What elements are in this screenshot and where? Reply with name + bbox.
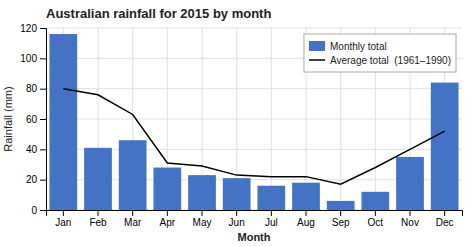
tick-label: Apr <box>160 217 176 228</box>
tick-mark <box>40 180 46 181</box>
bar <box>223 178 251 210</box>
tick-label: Mar <box>124 217 142 228</box>
tick-mark <box>375 210 376 216</box>
tick: 120 <box>20 23 46 34</box>
tick-label: 40 <box>26 144 38 155</box>
x-axis: Jan Feb Mar Apr May Jun Jul Aug Sep Oct Nov Dec <box>47 210 463 228</box>
grid-line <box>271 28 272 210</box>
tick-mark <box>236 210 237 216</box>
tick-label: Jul <box>265 217 278 228</box>
tick-mark <box>306 210 307 216</box>
grid-line <box>46 119 462 120</box>
tick-label: 60 <box>26 114 38 125</box>
tick-mark <box>202 210 203 216</box>
tick-mark <box>410 210 411 216</box>
legend-label: Average total (1961–1990) <box>330 55 451 66</box>
x-axis-label: Month <box>238 231 271 243</box>
axis-line <box>40 29 47 211</box>
tick-mark <box>98 210 99 216</box>
tick-mark <box>167 210 168 216</box>
tick-label: 0 <box>31 205 37 216</box>
tick: 40 <box>26 144 46 155</box>
tick-mark <box>271 210 272 216</box>
tick: 80 <box>26 83 46 94</box>
y-axis-label: Rainfall (mm) <box>2 86 14 151</box>
tick-label: May <box>193 217 212 228</box>
tick: Sep <box>332 210 350 228</box>
legend-swatch <box>309 59 325 61</box>
tick-mark <box>40 119 46 120</box>
tick-label: Oct <box>368 217 384 228</box>
tick-label: Nov <box>401 217 419 228</box>
tick-label: Sep <box>332 217 350 228</box>
legend-item: Monthly total <box>309 41 387 52</box>
bar <box>431 83 459 210</box>
tick: Oct <box>368 210 384 228</box>
tick-label: Jun <box>229 217 245 228</box>
bar <box>327 201 355 210</box>
tick: 60 <box>26 114 46 125</box>
bar <box>257 186 285 210</box>
tick: 20 <box>26 174 46 185</box>
tick-label: Aug <box>297 217 315 228</box>
legend: Monthly total Average total (1961–1990) <box>304 34 456 72</box>
tick: 100 <box>20 53 46 64</box>
tick-mark <box>63 210 64 216</box>
bar <box>292 183 320 210</box>
tick-label: Jan <box>55 217 71 228</box>
tick: May <box>193 210 212 228</box>
tick-mark <box>132 210 133 216</box>
legend-swatch <box>309 41 325 51</box>
tick: Mar <box>124 210 142 228</box>
axis-line <box>47 211 463 217</box>
bar <box>153 168 181 210</box>
tick-label: 120 <box>20 23 37 34</box>
legend-label: Monthly total <box>330 41 387 52</box>
tick-label: Feb <box>89 217 107 228</box>
grid-line <box>46 28 462 29</box>
tick: 0 <box>31 205 46 216</box>
legend-item: Average total (1961–1990) <box>309 55 451 66</box>
tick: Dec <box>436 210 454 228</box>
tick-mark <box>340 210 341 216</box>
legend-box <box>304 34 456 72</box>
tick-label: 80 <box>26 83 38 94</box>
tick-label: 20 <box>26 174 38 185</box>
tick-label: Dec <box>436 217 454 228</box>
tick-mark <box>40 210 46 211</box>
marks <box>49 34 458 210</box>
tick-mark <box>40 149 46 150</box>
tick-mark <box>40 89 46 90</box>
grid-line <box>46 88 462 89</box>
tick: Apr <box>160 210 176 228</box>
tick: Jan <box>55 210 71 228</box>
bar <box>119 140 147 210</box>
tick: Feb <box>89 210 107 228</box>
bar <box>396 157 424 210</box>
bar <box>84 148 112 210</box>
tick-mark <box>40 58 46 59</box>
title: Australian rainfall for 2015 by month <box>46 6 271 21</box>
tick-label: 100 <box>20 53 37 64</box>
tick: Nov <box>401 210 419 228</box>
grid <box>46 28 462 210</box>
tick-mark <box>40 28 46 29</box>
tick-mark <box>444 210 445 216</box>
bar <box>361 192 389 210</box>
plot: 0 20 40 60 80 100 120 Jan Feb Mar Apr May Jun Jul Aug S… <box>20 23 462 228</box>
line <box>63 89 444 185</box>
tick: Aug <box>297 210 315 228</box>
tick: Jul <box>265 210 278 228</box>
bar <box>49 34 77 210</box>
tick: Jun <box>229 210 245 228</box>
bar <box>188 175 216 210</box>
chart: 0 20 40 60 80 100 120 Jan Feb Mar Apr May Jun Jul Aug S… <box>0 0 474 246</box>
bar-series <box>49 34 458 210</box>
y-axis: 0 20 40 60 80 100 120 <box>20 23 46 216</box>
